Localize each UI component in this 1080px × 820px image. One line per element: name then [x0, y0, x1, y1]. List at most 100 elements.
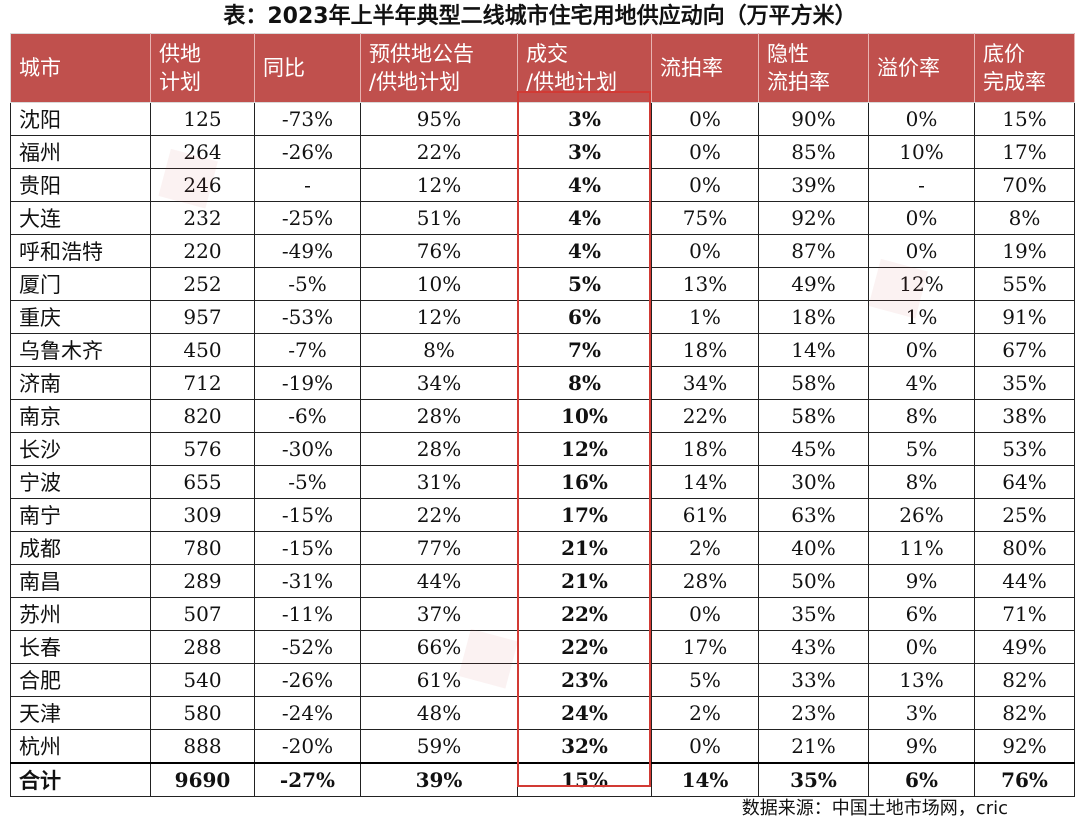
table-row: 杭州 888 -20% 59% 32% 0% 21% 9% 92% [10, 729, 1075, 764]
value-cell: 63% [758, 498, 869, 532]
value-cell: 957 [150, 300, 255, 334]
value-cell: -6% [254, 399, 361, 433]
value-cell: 35% [758, 597, 869, 631]
value-cell: 8% [360, 333, 518, 367]
column-header: 隐性 流拍率 [758, 33, 869, 103]
table-row: 天津 580 -24% 48% 24% 2% 23% 3% 82% [10, 696, 1075, 730]
table-row: 贵阳 246-12% 4% 0% 39% -70% [10, 168, 1075, 202]
city-cell: 宁波 [10, 465, 151, 499]
city-cell: 南宁 [10, 498, 151, 532]
table-row: 长春 288 -52% 66% 22% 17% 43% 0% 49% [10, 630, 1075, 664]
value-cell: 21% [517, 531, 652, 565]
value-cell: 50% [758, 564, 869, 598]
value-cell: 5% [868, 432, 975, 466]
value-cell: 576 [150, 432, 255, 466]
value-cell: 25% [974, 498, 1075, 532]
value-cell: 12% [868, 267, 975, 301]
value-cell: 76% [360, 234, 518, 268]
value-cell: 10% [360, 267, 518, 301]
value-cell: 80% [974, 531, 1075, 565]
column-header-line: 供地 [159, 42, 201, 66]
supply-table: 城市 供地 计划 同比 预供地公告/供地计划 成交/供地计划 流拍率 隐性 流拍率 溢价率 底价 完成… [10, 33, 1075, 797]
value-cell: 14% [651, 762, 759, 797]
value-cell: 264 [150, 135, 255, 169]
value-cell: 8% [517, 366, 652, 400]
value-cell: 22% [651, 399, 759, 433]
city-cell: 乌鲁木齐 [10, 333, 151, 367]
value-cell: 61% [651, 498, 759, 532]
source-note: 数据来源：中国土地市场网，cric [741, 798, 1008, 819]
value-cell: 39% [758, 168, 869, 202]
value-cell: 6% [517, 300, 652, 334]
value-cell: 252 [150, 267, 255, 301]
city-cell: 贵阳 [10, 168, 151, 202]
value-cell: 61% [360, 663, 518, 697]
value-cell: 8% [974, 201, 1075, 235]
column-header: 流拍率 [651, 33, 759, 103]
value-cell: 22% [360, 135, 518, 169]
value-cell: -73% [254, 102, 361, 136]
value-cell: -49% [254, 234, 361, 268]
value-cell: 712 [150, 366, 255, 400]
value-cell: 11% [868, 531, 975, 565]
value-cell: 66% [360, 630, 518, 664]
column-header-line: 计划 [159, 70, 201, 94]
table-row: 福州 264 -26% 22% 3% 0% 85% 10% 17% [10, 135, 1075, 169]
value-cell: 8% [868, 399, 975, 433]
value-cell: 289 [150, 564, 255, 598]
column-header-line: 同比 [263, 56, 305, 80]
column-header-line: 流拍率 [767, 70, 830, 94]
value-cell: 6% [868, 762, 975, 797]
value-cell: 780 [150, 531, 255, 565]
city-cell: 合计 [10, 762, 151, 797]
value-cell: - [254, 168, 361, 202]
value-cell: 31% [360, 465, 518, 499]
value-cell: 10% [517, 399, 652, 433]
value-cell: 580 [150, 696, 255, 730]
table-row: 沈阳 125 -73% 95% 3% 0% 90% 0% 15% [10, 102, 1075, 136]
column-header-line: /供地计划 [526, 70, 618, 94]
city-cell: 南昌 [10, 564, 151, 598]
value-cell: 10% [868, 135, 975, 169]
value-cell: 309 [150, 498, 255, 532]
value-cell: 95% [360, 102, 518, 136]
value-cell: 0% [651, 729, 759, 764]
value-cell: -20% [254, 729, 361, 764]
header-row: 城市 供地 计划 同比 预供地公告/供地计划 成交/供地计划 流拍率 隐性 流拍率 溢价率 底价 完成… [10, 33, 1075, 103]
value-cell: 9% [868, 729, 975, 764]
value-cell: 40% [758, 531, 869, 565]
column-header-line: 底价 [983, 42, 1025, 66]
value-cell: 820 [150, 399, 255, 433]
value-cell: 85% [758, 135, 869, 169]
value-cell: - [868, 168, 975, 202]
column-header: 预供地公告/供地计划 [360, 33, 518, 103]
column-header-line: /供地计划 [369, 70, 461, 94]
value-cell: 21% [758, 729, 869, 764]
value-cell: 34% [651, 366, 759, 400]
value-cell: 92% [974, 729, 1075, 764]
value-cell: 76% [974, 762, 1075, 797]
value-cell: -15% [254, 531, 361, 565]
value-cell: 18% [651, 432, 759, 466]
value-cell: 4% [517, 168, 652, 202]
value-cell: 0% [868, 333, 975, 367]
city-cell: 重庆 [10, 300, 151, 334]
value-cell: 90% [758, 102, 869, 136]
value-cell: 6% [868, 597, 975, 631]
value-cell: 12% [360, 168, 518, 202]
table-row: 成都 780 -15% 77% 21% 2% 40% 11% 80% [10, 531, 1075, 565]
value-cell: 49% [758, 267, 869, 301]
value-cell: -52% [254, 630, 361, 664]
city-cell: 厦门 [10, 267, 151, 301]
value-cell: 0% [868, 201, 975, 235]
value-cell: 3% [517, 102, 652, 136]
value-cell: 288 [150, 630, 255, 664]
value-cell: 58% [758, 366, 869, 400]
value-cell: 2% [651, 696, 759, 730]
value-cell: 28% [651, 564, 759, 598]
value-cell: 59% [360, 729, 518, 764]
value-cell: 13% [868, 663, 975, 697]
value-cell: 91% [974, 300, 1075, 334]
value-cell: 4% [517, 234, 652, 268]
value-cell: 53% [974, 432, 1075, 466]
